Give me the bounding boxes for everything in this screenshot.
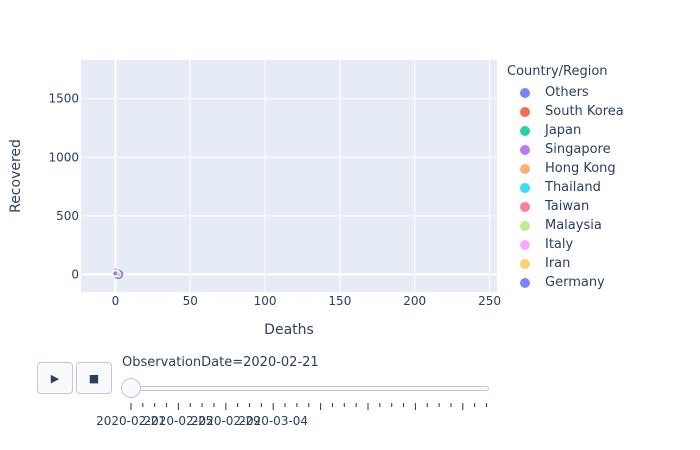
- legend-marker: [520, 144, 530, 155]
- slider-tick-label: 2020-03-04: [238, 414, 309, 428]
- slider-handle[interactable]: [121, 378, 141, 398]
- y-tick-label: 1000: [48, 150, 79, 164]
- legend-label: Taiwan: [545, 199, 590, 214]
- play-button[interactable]: ▶: [37, 362, 73, 394]
- legend-marker: [520, 182, 530, 193]
- legend-item[interactable]: Others: [507, 83, 624, 102]
- y-tick-label: 1500: [48, 92, 79, 106]
- slider-track[interactable]: [123, 386, 489, 391]
- legend-item[interactable]: Hong Kong: [507, 159, 624, 178]
- legend-marker: [520, 163, 530, 174]
- legend-marker: [520, 106, 530, 117]
- x-tick-label: 250: [478, 294, 501, 308]
- legend-label: Thailand: [545, 180, 601, 195]
- legend-item[interactable]: Iran: [507, 254, 624, 273]
- x-tick-label: 200: [403, 294, 426, 308]
- x-tick-label: 0: [112, 294, 120, 308]
- legend-label: Japan: [545, 123, 582, 138]
- legend-label: Singapore: [545, 142, 611, 157]
- slider-current-value: ObservationDate=2020-02-21: [122, 355, 319, 370]
- y-tick-label: 500: [56, 209, 79, 223]
- data-points: [112, 267, 125, 281]
- legend-item[interactable]: Thailand: [507, 178, 624, 197]
- legend-items: Others South Korea Japan Singapore Hong Kong…: [507, 83, 624, 292]
- y-tick-label: 0: [71, 267, 79, 281]
- legend-label: Italy: [545, 237, 574, 252]
- plot-area: [81, 60, 497, 292]
- legend-item[interactable]: Germany: [507, 273, 624, 292]
- legend-item[interactable]: Singapore: [507, 140, 624, 159]
- tick-labels: 0 50 100 150 200 250 0 500 1000 1500: [48, 92, 501, 308]
- x-tick-label: 50: [183, 294, 198, 308]
- legend-marker: [520, 258, 530, 269]
- x-tick-label: 150: [328, 294, 351, 308]
- data-point: [112, 270, 119, 277]
- play-icon: ▶: [50, 371, 60, 385]
- legend-label: Iran: [545, 256, 571, 271]
- legend-marker: [520, 239, 530, 250]
- legend-label: Others: [545, 85, 589, 100]
- legend-marker: [520, 87, 530, 98]
- legend-marker: [520, 220, 530, 231]
- legend-label: Germany: [545, 275, 605, 290]
- legend-item[interactable]: Malaysia: [507, 216, 624, 235]
- slider-tick-label: 2020-02-21: [96, 414, 166, 428]
- grid-lines: [81, 60, 497, 292]
- legend-marker: [520, 125, 530, 136]
- legend-marker: [520, 277, 530, 288]
- x-axis-title: Deaths: [264, 322, 314, 338]
- legend-label: Malaysia: [545, 218, 602, 233]
- legend-marker: [520, 201, 530, 212]
- stop-icon: ■: [88, 371, 100, 385]
- y-axis-title: Recovered: [8, 139, 24, 213]
- slider-tick-label: 2020-02-29: [190, 414, 261, 428]
- legend-label: South Korea: [545, 104, 624, 119]
- legend-label: Hong Kong: [545, 161, 616, 176]
- legend-item[interactable]: South Korea: [507, 102, 624, 121]
- legend: Country/Region Others South Korea Japan Sin…: [507, 64, 624, 292]
- slider-tick-label: 2020-02-25: [143, 414, 214, 428]
- x-tick-label: 100: [254, 294, 277, 308]
- legend-item[interactable]: Japan: [507, 121, 624, 140]
- stop-button[interactable]: ■: [76, 362, 112, 394]
- legend-item[interactable]: Taiwan: [507, 197, 624, 216]
- legend-title: Country/Region: [507, 64, 608, 79]
- legend-item[interactable]: Italy: [507, 235, 624, 254]
